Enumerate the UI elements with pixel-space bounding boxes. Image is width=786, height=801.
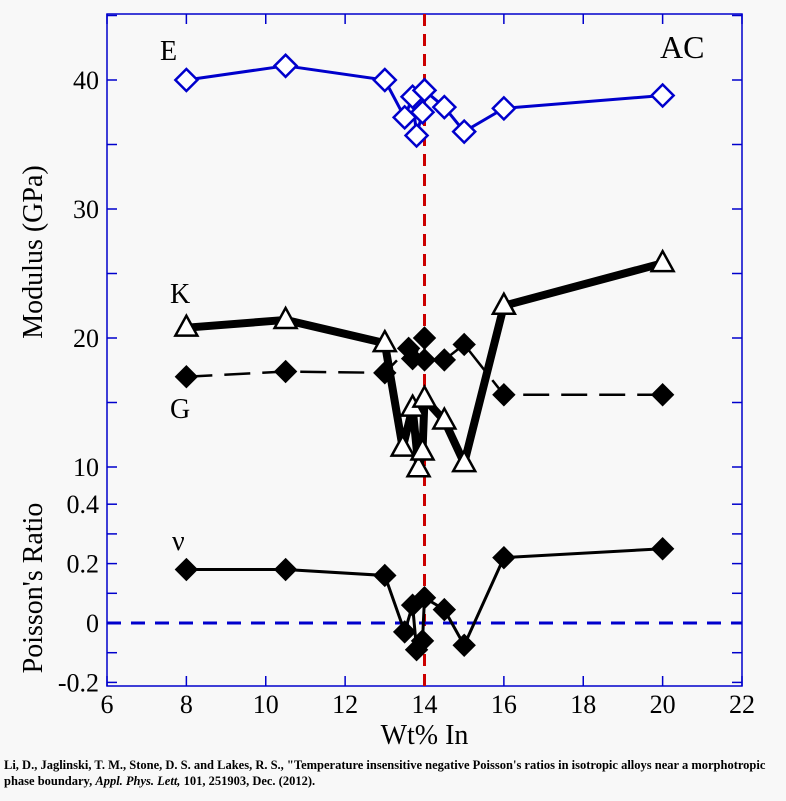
data-point-triangle	[451, 448, 478, 473]
data-point-diamond	[272, 53, 299, 79]
x-tick-label: 8	[180, 690, 193, 719]
annotation-AC: AC	[660, 29, 704, 65]
caption-authors: Li, D., Jaglinski, T. M., Stone, D. S. a…	[4, 758, 766, 788]
y-tick-label: 20	[73, 324, 99, 353]
series-label-nu: ν	[172, 526, 185, 557]
x-tick-label: 10	[253, 690, 279, 719]
data-point-diamond	[403, 122, 430, 149]
data-point-diamond	[174, 557, 199, 582]
data-point-diamond	[431, 94, 458, 120]
data-point-diamond	[410, 629, 435, 653]
data-point-diamond	[452, 332, 476, 357]
x-tick-label: 22	[729, 690, 755, 719]
data-point-diamond	[492, 545, 516, 570]
data-point-diamond	[392, 620, 417, 644]
y-tick-label: 10	[73, 453, 99, 482]
data-point-diamond	[273, 359, 298, 384]
data-point-diamond	[173, 67, 200, 93]
data-point-diamond	[432, 348, 457, 372]
data-point-diamond	[372, 67, 398, 93]
data-point-diamond	[452, 633, 476, 657]
data-point-diamond	[174, 364, 199, 389]
x-tick-label: 16	[491, 690, 517, 719]
data-point-diamond	[412, 348, 437, 372]
caption-rest: 101, 251903, Dec. (2012).	[183, 774, 316, 788]
data-point-diamond	[411, 77, 438, 104]
x-tick-label: 14	[412, 690, 438, 719]
data-point-triangle	[272, 305, 299, 330]
data-point-triangle	[389, 433, 416, 457]
data-point-diamond	[451, 118, 477, 145]
data-point-diamond	[409, 99, 436, 126]
data-point-triangle	[371, 328, 398, 353]
data-point-triangle	[431, 405, 458, 430]
data-point-diamond	[491, 95, 517, 122]
data-point-triangle	[409, 436, 436, 461]
data-point-triangle	[649, 248, 676, 273]
data-point-triangle	[411, 384, 438, 408]
y-axis-label-poisson: Poisson's Ratio	[18, 503, 49, 674]
series-label-G: G	[170, 394, 190, 425]
x-tick-label: 20	[650, 690, 676, 719]
y-tick-label: 0	[86, 609, 99, 638]
x-tick-label: 12	[332, 690, 358, 719]
data-point-triangle	[173, 313, 200, 337]
data-point-diamond	[649, 82, 676, 109]
x-tick-label: 6	[101, 690, 114, 719]
x-axis-label: Wt% In	[381, 720, 469, 751]
y-tick-label: 30	[73, 195, 99, 224]
data-point-diamond	[273, 557, 298, 582]
data-point-diamond	[412, 586, 437, 610]
chart: 6 8 10 12 14 16 18 20 22 10 20 30 40 -0.2 0 0.2 0.4 Modul…	[18, 13, 755, 751]
y-axis-label-modulus: Modulus (GPa)	[18, 165, 49, 338]
data-point-diamond	[492, 383, 516, 407]
citation-caption: Li, D., Jaglinski, T. M., Stone, D. S. a…	[4, 757, 786, 789]
y-tick-label: 40	[73, 66, 99, 95]
data-point-triangle	[490, 291, 517, 315]
series-label-K: K	[170, 279, 190, 310]
y-tick-label: -0.2	[58, 668, 99, 697]
data-point-diamond	[650, 537, 675, 561]
y-tick-label: 0.4	[67, 490, 100, 519]
data-point-diamond	[373, 563, 397, 588]
data-point-diamond	[432, 597, 457, 622]
caption-journal: Appl. Phys. Lett,	[95, 774, 181, 788]
y-tick-label: 0.2	[67, 550, 100, 579]
series-label-E: E	[160, 36, 177, 67]
x-tick-label: 18	[570, 690, 596, 719]
data-point-triangle	[405, 453, 432, 478]
data-point-diamond	[650, 383, 675, 407]
